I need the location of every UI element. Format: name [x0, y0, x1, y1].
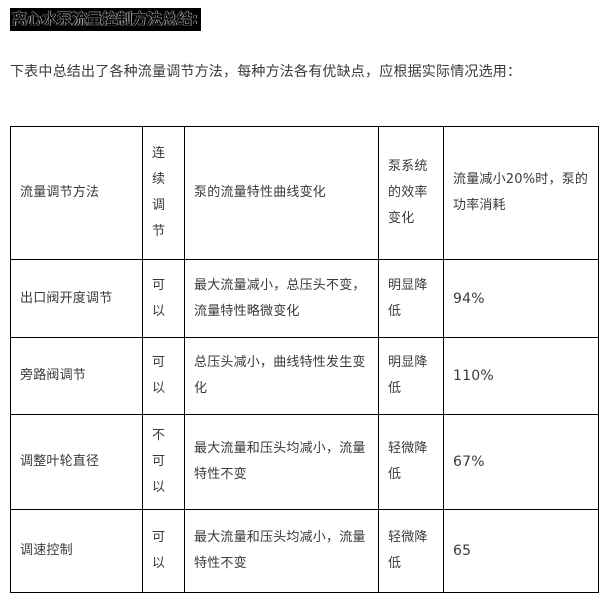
header-cell-efficiency: 泵系统的效率变化 [378, 126, 444, 260]
cell-power: 65 [443, 509, 599, 593]
page-title-container: 离心水泵流量控制方法总结: [10, 8, 201, 31]
cell-method: 调整叶轮直径 [10, 414, 143, 510]
table-header-row: 流量调节方法 连续调节 泵的流量特性曲线变化 泵系统的效率变化 流量减小20%时… [10, 126, 599, 260]
cell-continuous: 可以 [142, 509, 185, 593]
cell-method: 调速控制 [10, 509, 143, 593]
table-row: 旁路阀调节 可以 总压头减小，曲线特性发生变化 明显降低 110% [10, 337, 599, 415]
cell-power: 94% [443, 259, 599, 338]
header-cell-power: 流量减小20%时，泵的功率消耗 [443, 126, 599, 260]
header-cell-curve: 泵的流量特性曲线变化 [184, 126, 379, 260]
header-cell-method: 流量调节方法 [10, 126, 143, 260]
cell-curve: 最大流量和压头均减小，流量特性不变 [184, 414, 379, 510]
summary-table-container: 流量调节方法 连续调节 泵的流量特性曲线变化 泵系统的效率变化 流量减小20%时… [10, 126, 599, 593]
table-row: 出口阀开度调节 可以 最大流量减小，总压头不变，流量特性略微变化 明显降低 94… [10, 259, 599, 338]
cell-curve: 最大流量减小，总压头不变，流量特性略微变化 [184, 259, 379, 338]
cell-continuous: 可以 [142, 259, 185, 338]
cell-efficiency: 明显降低 [378, 337, 444, 415]
cell-continuous: 可以 [142, 337, 185, 415]
cell-efficiency: 轻微降低 [378, 414, 444, 510]
cell-curve: 最大流量和压头均减小，流量特性不变 [184, 509, 379, 593]
intro-paragraph: 下表中总结出了各种流量调节方法，每种方法各有优缺点，应根据实际情况选用： [10, 64, 522, 80]
table-row: 调整叶轮直径 不可以 最大流量和压头均减小，流量特性不变 轻微降低 67% [10, 414, 599, 510]
cell-method: 旁路阀调节 [10, 337, 143, 415]
page-title: 离心水泵流量控制方法总结: [10, 8, 201, 31]
cell-power: 110% [443, 337, 599, 415]
cell-power: 67% [443, 414, 599, 510]
cell-curve: 总压头减小，曲线特性发生变化 [184, 337, 379, 415]
cell-efficiency: 轻微降低 [378, 509, 444, 593]
cell-continuous: 不可以 [142, 414, 185, 510]
flow-control-summary-table: 流量调节方法 连续调节 泵的流量特性曲线变化 泵系统的效率变化 流量减小20%时… [10, 126, 599, 593]
cell-efficiency: 明显降低 [378, 259, 444, 338]
table-row: 调速控制 可以 最大流量和压头均减小，流量特性不变 轻微降低 65 [10, 509, 599, 593]
header-cell-continuous: 连续调节 [142, 126, 185, 260]
cell-method: 出口阀开度调节 [10, 259, 143, 338]
